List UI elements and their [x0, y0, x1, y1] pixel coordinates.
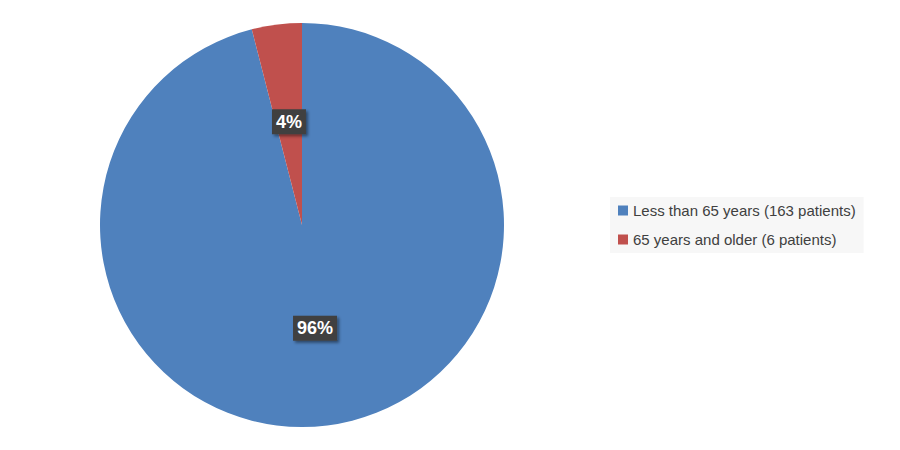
svg-text:Less than 65 years (163 patien: Less than 65 years (163 patients) [633, 202, 856, 219]
svg-text:4%: 4% [276, 112, 302, 132]
svg-text:65 years and older (6 patients: 65 years and older (6 patients) [633, 231, 836, 248]
svg-text:96%: 96% [297, 318, 333, 338]
